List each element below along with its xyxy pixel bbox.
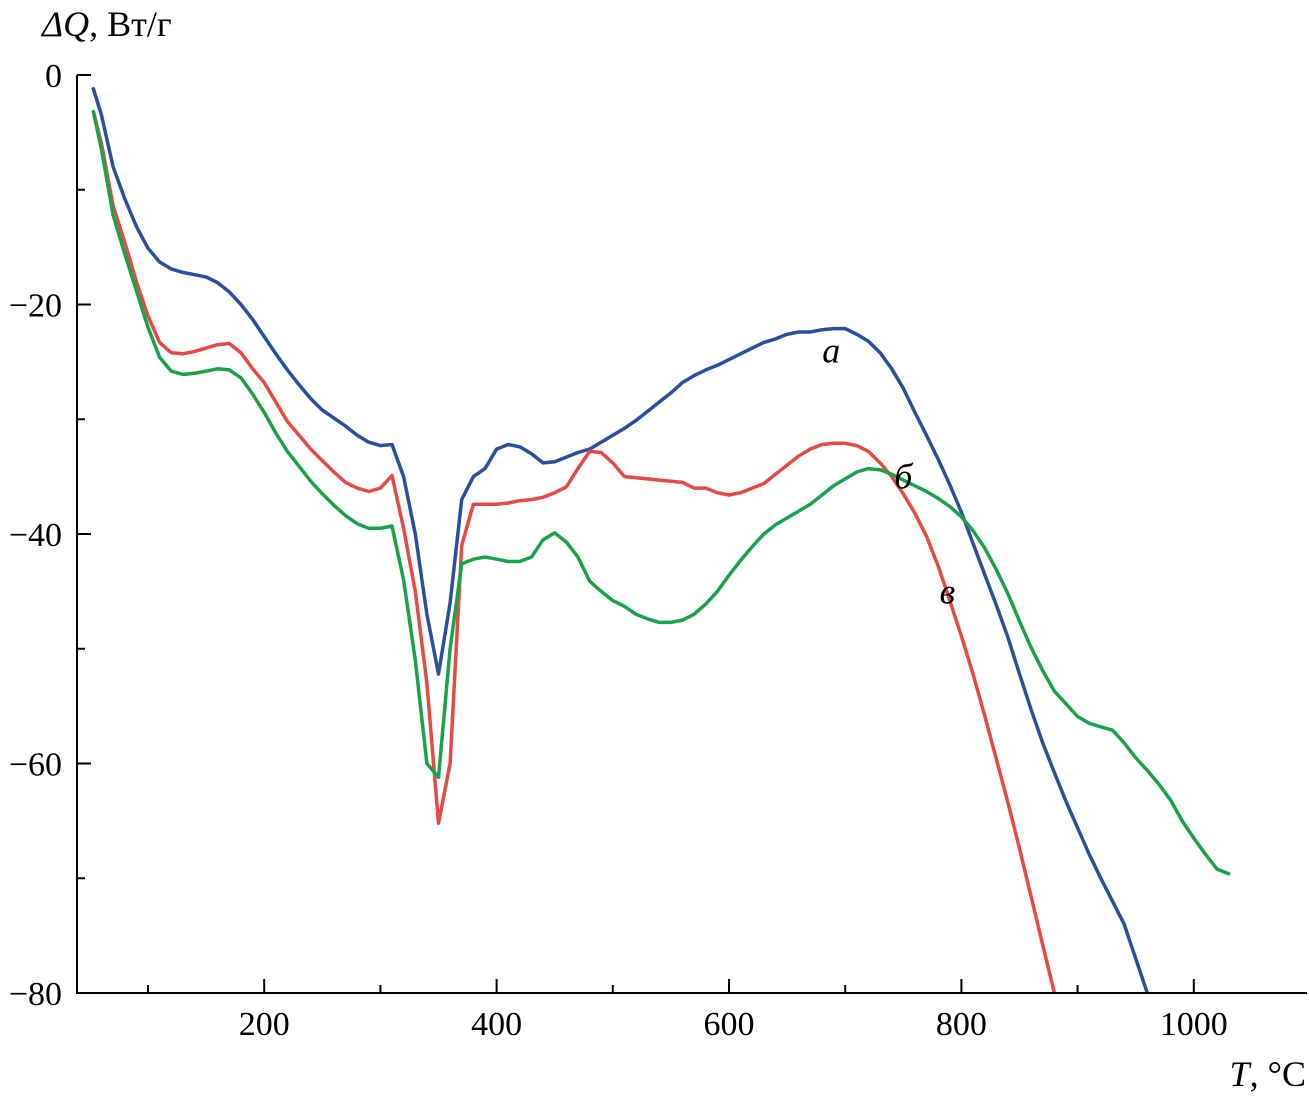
series-line-2 (91, 109, 1057, 993)
x-tick-label: 400 (471, 1006, 522, 1043)
y-axis-unit: , Вт/г (89, 4, 172, 44)
y-axis-title: ΔQ, Вт/г (40, 4, 172, 44)
y-tick-label: 0 (45, 58, 62, 95)
tick-labels: 200 400 600 800 1000 0 −20 −40 −60 −80 а б в (9, 58, 1228, 1043)
series-layer (91, 87, 1231, 993)
y-tick-label: −60 (9, 747, 62, 784)
x-axis-symbol: T (1230, 1054, 1253, 1094)
y-tick-label: −20 (9, 288, 62, 325)
series-label-3: в (940, 571, 956, 611)
x-tick-label: 800 (936, 1006, 987, 1043)
x-tick-label: 600 (704, 1006, 755, 1043)
axes-frame (76, 75, 1307, 994)
series-line-3 (91, 109, 1231, 876)
x-tick-label: 200 (239, 1006, 290, 1043)
axes (76, 75, 1307, 994)
y-tick-label: −40 (9, 517, 62, 554)
series-label-1: а (822, 330, 840, 370)
x-axis-title: T, °C (1230, 1054, 1306, 1094)
x-axis-unit: , °C (1250, 1054, 1306, 1094)
series-label-2: б (894, 457, 914, 497)
ticks (77, 74, 1195, 994)
x-tick-label: 1000 (1160, 1006, 1228, 1043)
series-line-1 (91, 87, 1150, 993)
y-tick-label: −80 (9, 976, 62, 1013)
y-axis-symbol: ΔQ (40, 4, 89, 44)
